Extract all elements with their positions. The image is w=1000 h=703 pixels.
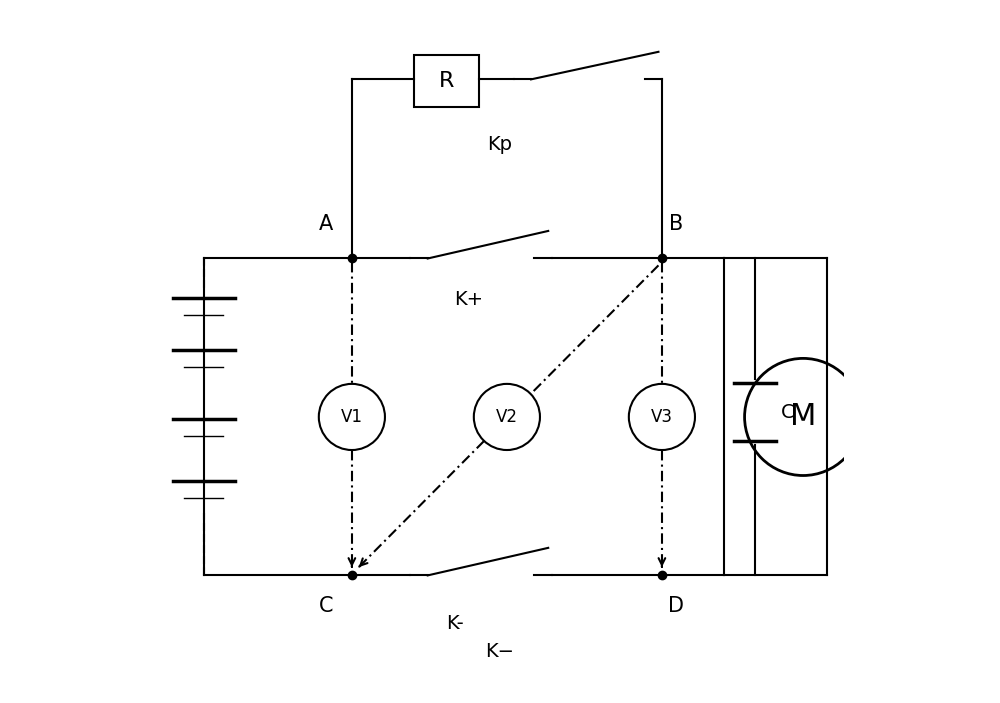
Text: K-: K- xyxy=(446,614,464,633)
Bar xyxy=(414,56,479,107)
Text: R: R xyxy=(439,71,454,91)
Text: C: C xyxy=(319,596,334,617)
Text: Kp: Kp xyxy=(488,135,512,155)
Text: V3: V3 xyxy=(651,408,673,426)
Text: A: A xyxy=(319,214,334,234)
Text: V1: V1 xyxy=(341,408,363,426)
Text: M: M xyxy=(790,402,816,432)
Text: V2: V2 xyxy=(496,408,518,426)
Text: K−: K− xyxy=(486,642,514,661)
Text: K+: K+ xyxy=(454,290,484,309)
Text: C: C xyxy=(780,403,794,422)
Text: B: B xyxy=(669,214,683,234)
Text: D: D xyxy=(668,596,684,617)
